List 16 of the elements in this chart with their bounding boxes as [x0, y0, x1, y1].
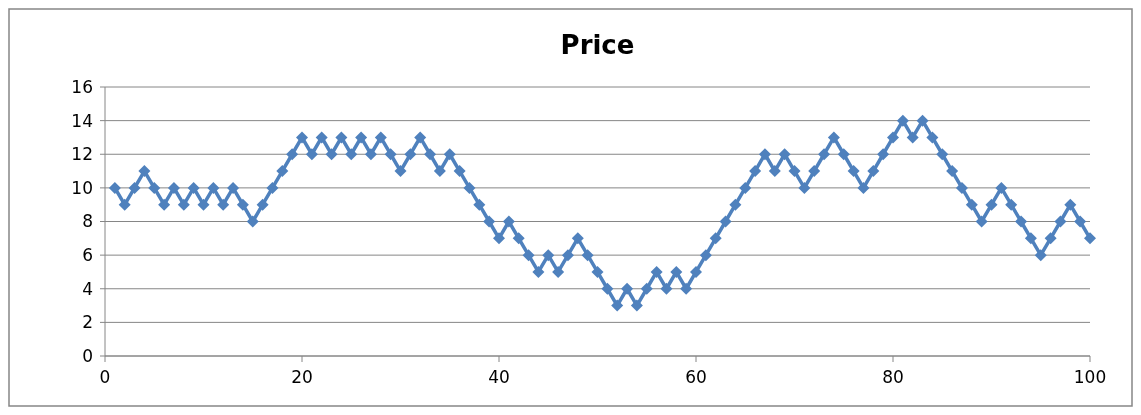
- x-tick-label: 0: [99, 367, 111, 387]
- y-tick-label: 4: [82, 278, 93, 299]
- y-tick-label: 0: [82, 345, 93, 366]
- y-tick-label: 12: [71, 144, 93, 165]
- y-tick-label: 6: [82, 245, 93, 266]
- x-tick-label: 60: [685, 367, 707, 387]
- y-tick-label: 14: [71, 110, 93, 131]
- y-tick-label: 8: [82, 211, 93, 232]
- x-tick-label: 20: [291, 367, 313, 387]
- y-tick-label: 16: [71, 76, 93, 97]
- x-tick-label: 40: [488, 367, 510, 387]
- chart-title: Price: [560, 30, 635, 60]
- x-tick-label: 80: [882, 367, 904, 387]
- x-tick-label: 100: [1073, 367, 1107, 387]
- y-tick-label: 10: [71, 177, 93, 198]
- y-tick-label: 2: [82, 312, 93, 333]
